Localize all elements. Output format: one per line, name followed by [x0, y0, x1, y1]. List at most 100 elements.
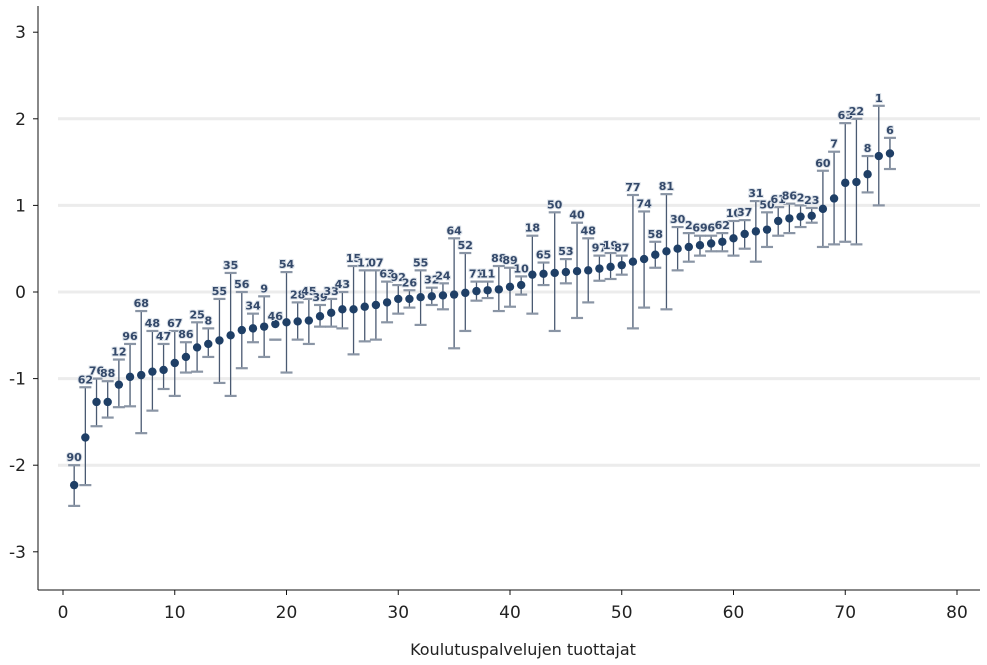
point-label: 40 [569, 209, 585, 222]
point-label: 37 [737, 206, 752, 219]
point-label: 58 [648, 228, 663, 241]
point-label: 67 [167, 317, 182, 330]
data-point [874, 151, 883, 161]
point-label: 07 [368, 256, 383, 269]
data-point [852, 177, 861, 187]
data-point [706, 239, 716, 248]
y-tick-label: 2 [15, 110, 26, 130]
point-label: 60 [815, 157, 831, 170]
data-point [103, 397, 112, 407]
point-label: 8 [204, 314, 212, 327]
y-tick-label: 3 [15, 23, 26, 43]
data-point [617, 260, 626, 270]
point-label: 48 [145, 317, 160, 330]
data-point [92, 397, 101, 407]
point-label: 8 [864, 142, 872, 155]
data-point [885, 149, 895, 158]
data-point [226, 331, 235, 340]
data-point [304, 316, 314, 325]
data-point [684, 242, 693, 252]
point-label: 55 [212, 285, 227, 298]
point-label: 62 [715, 219, 730, 232]
data-point [695, 241, 705, 250]
point-label: 69 [692, 222, 707, 235]
point-label: 39 [312, 291, 327, 304]
data-point [461, 288, 470, 298]
data-point [673, 244, 682, 253]
point-label: 88 [491, 252, 506, 265]
point-label: 96 [122, 330, 138, 343]
data-point [762, 225, 772, 234]
point-label: 2 [685, 219, 693, 232]
data-point [516, 280, 526, 290]
point-label: 10 [726, 207, 742, 220]
data-point [148, 367, 157, 376]
data-point [282, 318, 291, 327]
data-point [539, 269, 548, 279]
data-point [125, 372, 135, 382]
data-point [494, 285, 504, 294]
data-point [204, 339, 213, 349]
point-label: 50 [759, 198, 775, 211]
point-label: 50 [547, 198, 563, 211]
point-label: 6 [886, 124, 894, 137]
data-point [841, 178, 850, 188]
point-label: 63 [379, 268, 394, 281]
point-label: 32 [424, 274, 439, 287]
data-point [472, 286, 481, 296]
data-point [718, 237, 727, 246]
data-point [394, 294, 403, 304]
point-label: 19 [603, 239, 618, 252]
data-point [338, 305, 347, 314]
point-label: 43 [335, 278, 350, 291]
point-label: 46 [268, 310, 284, 323]
data-point [371, 300, 381, 310]
x-tick-label: 80 [946, 603, 968, 623]
x-tick-label: 10 [164, 603, 186, 623]
x-tick-label: 70 [834, 603, 856, 623]
point-label: 18 [525, 222, 540, 235]
point-label: 35 [223, 259, 238, 272]
point-label: 25 [189, 308, 204, 321]
data-point [796, 212, 805, 221]
data-point [170, 358, 179, 368]
y-tick-label: -3 [9, 543, 26, 563]
x-tick-label: 20 [276, 603, 298, 623]
grid-layer [58, 117, 980, 467]
point-label: 12 [111, 346, 126, 359]
data-point [483, 286, 492, 295]
data-point [740, 229, 749, 239]
data-point [159, 365, 168, 375]
point-label: 45 [301, 285, 316, 298]
point-label: 89 [502, 254, 517, 267]
point-label: 7 [830, 138, 838, 151]
point-label: 15 [346, 252, 361, 265]
point-label: 9 [260, 282, 268, 295]
point-label: 86 [178, 328, 194, 341]
data-point [327, 308, 336, 317]
data-point [293, 317, 302, 326]
data-point [528, 270, 537, 279]
data-point [215, 336, 224, 345]
point-label: 56 [234, 278, 250, 291]
point-label: 33 [324, 285, 339, 298]
point-label: 68 [134, 297, 149, 310]
point-label: 28 [290, 288, 305, 301]
data-point [114, 380, 124, 389]
point-label: 81 [659, 180, 674, 193]
data-point [584, 266, 593, 275]
data-point [550, 268, 559, 278]
point-label: 64 [446, 224, 462, 237]
point-label: 65 [536, 249, 551, 262]
data-point [192, 343, 202, 352]
point-label: 62 [78, 373, 93, 386]
point-label: 31 [748, 187, 763, 200]
data-point [360, 302, 369, 311]
x-axis-title: Koulutuspalvelujen tuottajat [410, 640, 636, 659]
point-label: 52 [458, 239, 473, 252]
data-point [181, 352, 191, 362]
data-point [449, 290, 459, 299]
dot-layer [69, 149, 895, 490]
